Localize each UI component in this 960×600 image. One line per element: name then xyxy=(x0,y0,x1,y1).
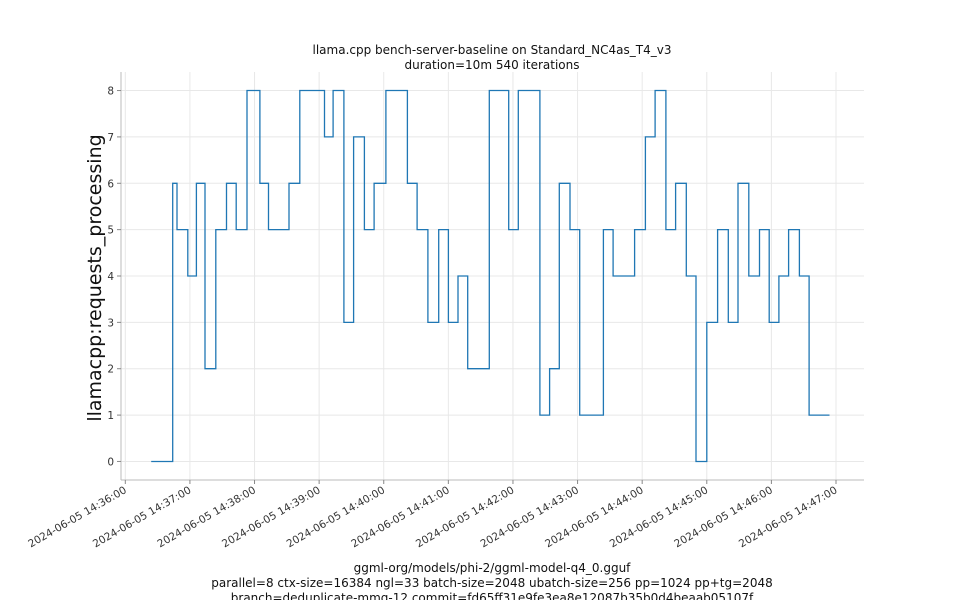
y-tick-label: 1 xyxy=(107,410,114,422)
data-point xyxy=(799,275,800,276)
y-axis-label: llamacpp:requests_processing xyxy=(84,134,106,421)
y-tick-label: 8 xyxy=(107,86,114,98)
data-point xyxy=(172,183,173,184)
chart-subtitle: duration=10m 540 iterations xyxy=(405,58,580,72)
data-point xyxy=(518,90,519,91)
data-point xyxy=(288,183,289,184)
data-point xyxy=(407,183,408,184)
data-point xyxy=(819,415,820,416)
data-point xyxy=(489,90,490,91)
data-point xyxy=(204,368,205,369)
data-point xyxy=(226,183,227,184)
data-point xyxy=(778,275,779,276)
data-point xyxy=(769,322,770,323)
y-tick-label: 4 xyxy=(107,271,114,283)
data-point xyxy=(457,275,458,276)
data-point xyxy=(467,368,468,369)
y-tick-label: 0 xyxy=(107,456,114,468)
data-point xyxy=(759,229,760,230)
data-point xyxy=(196,183,197,184)
data-point xyxy=(579,415,580,416)
data-point xyxy=(675,183,676,184)
y-tick-label: 6 xyxy=(107,178,114,190)
data-point xyxy=(508,229,509,230)
data-point xyxy=(559,183,560,184)
data-point xyxy=(333,90,334,91)
data-point xyxy=(829,415,830,416)
data-point xyxy=(645,136,646,137)
data-point xyxy=(353,136,354,137)
series-line xyxy=(151,89,830,463)
data-point xyxy=(634,229,635,230)
data-point xyxy=(151,461,152,462)
data-point xyxy=(236,229,237,230)
data-point xyxy=(374,183,375,184)
data-point xyxy=(448,322,449,323)
data-point xyxy=(728,322,729,323)
y-tick-label: 5 xyxy=(107,225,114,237)
data-point xyxy=(665,229,666,230)
data-point xyxy=(215,229,216,230)
y-tick-label: 2 xyxy=(107,364,114,376)
y-tick-label: 3 xyxy=(107,317,114,329)
data-point xyxy=(259,183,260,184)
data-point xyxy=(603,229,604,230)
data-point xyxy=(549,368,550,369)
data-point xyxy=(438,229,439,230)
data-point xyxy=(385,90,386,91)
data-point xyxy=(706,322,707,323)
data-point xyxy=(737,183,738,184)
data-point xyxy=(324,136,325,137)
data-point xyxy=(364,229,365,230)
data-point xyxy=(655,90,656,91)
data-point xyxy=(427,322,428,323)
series-line-0 xyxy=(151,89,830,463)
data-point xyxy=(686,275,687,276)
data-point xyxy=(187,275,188,276)
data-point xyxy=(569,229,570,230)
data-point xyxy=(613,275,614,276)
chart-title: llama.cpp bench-server-baseline on Stand… xyxy=(313,43,672,57)
data-point xyxy=(299,90,300,91)
y-ticks: 0 1 2 3 4 5 6 7 8 xyxy=(107,86,121,468)
data-point xyxy=(343,322,344,323)
x-axis-label-line-3: branch=deduplicate-mmq-12 commit=fd65ff3… xyxy=(231,591,754,600)
data-point xyxy=(717,229,718,230)
data-point xyxy=(417,229,418,230)
data-point xyxy=(539,415,540,416)
data-point xyxy=(695,461,696,462)
data-point xyxy=(246,90,247,91)
data-point xyxy=(268,229,269,230)
data-point xyxy=(788,229,789,230)
data-point xyxy=(748,275,749,276)
x-axis-label-line-1: ggml-org/models/phi-2/ggml-model-q4_0.gg… xyxy=(354,561,632,575)
x-axis-label-line-2: parallel=8 ctx-size=16384 ngl=33 batch-s… xyxy=(211,576,772,590)
data-point xyxy=(809,415,810,416)
y-tick-label: 7 xyxy=(107,132,114,144)
data-point xyxy=(176,229,177,230)
